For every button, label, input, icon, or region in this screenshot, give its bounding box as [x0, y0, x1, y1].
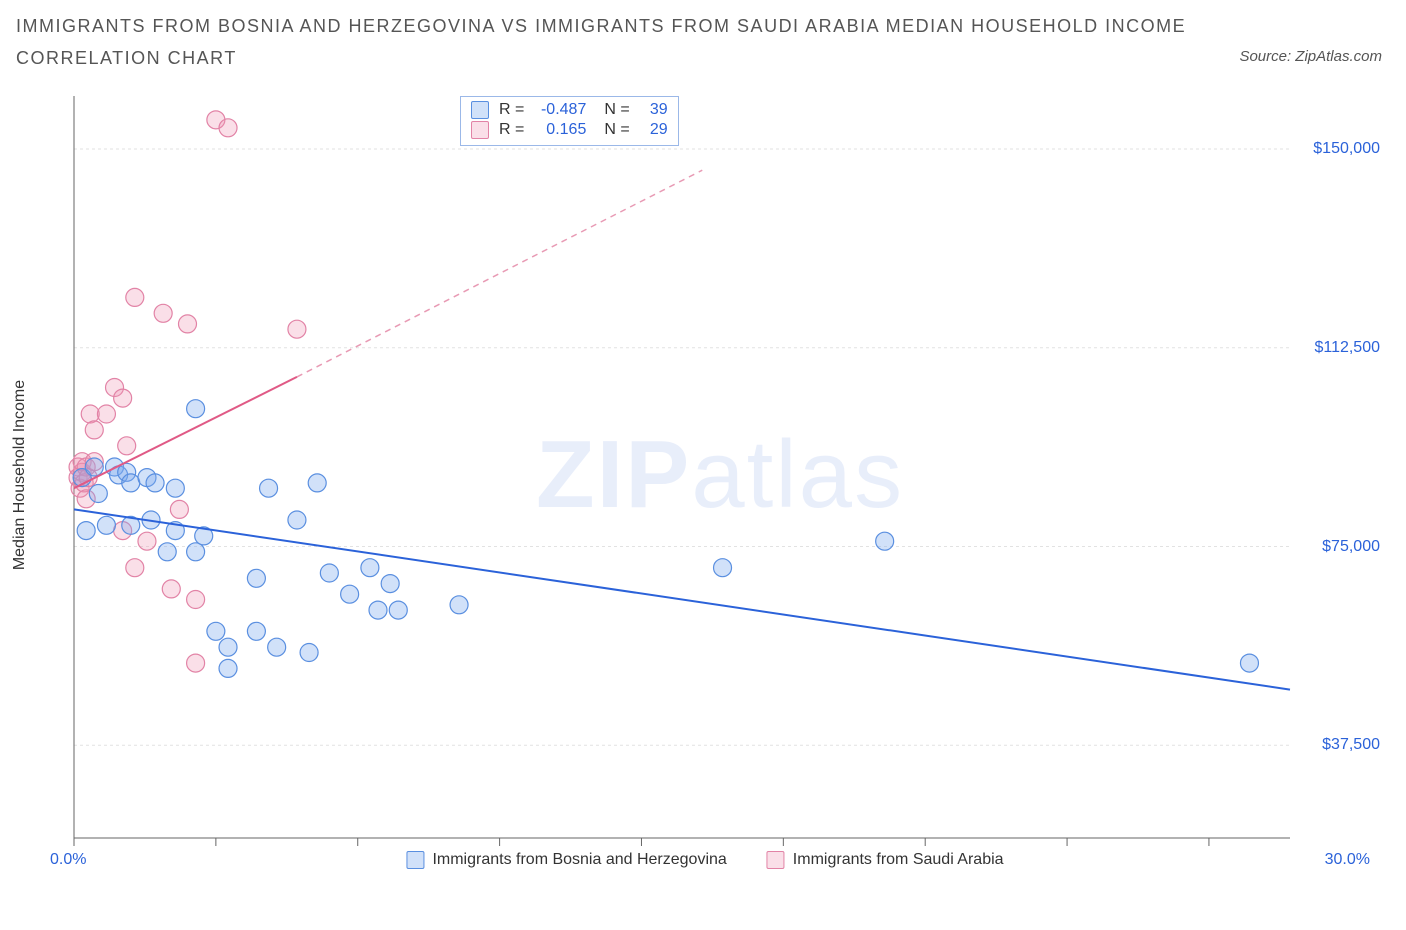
source-label: Source: ZipAtlas.com — [1239, 48, 1382, 65]
stat-legend-row: R =0.165N =29 — [471, 121, 668, 139]
legend-item: Immigrants from Saudi Arabia — [767, 851, 1004, 869]
x-axis-min-label: 0.0% — [50, 851, 86, 869]
plot-area: ZIPatlas $37,500$75,000$112,500$150,000 … — [60, 90, 1380, 860]
chart-title-line1: IMMIGRANTS FROM BOSNIA AND HERZEGOVINA V… — [16, 10, 1226, 42]
legend-item: Immigrants from Bosnia and Herzegovina — [406, 851, 726, 869]
y-tick-label: $112,500 — [1314, 339, 1380, 357]
y-tick-label: $75,000 — [1322, 538, 1380, 556]
stat-legend: R =-0.487N =39 R =0.165N =29 — [460, 96, 679, 146]
x-axis-max-label: 30.0% — [1325, 851, 1370, 869]
series-legend: Immigrants from Bosnia and Herzegovina Im… — [406, 851, 1003, 869]
stat-legend-row: R =-0.487N =39 — [471, 101, 668, 119]
x-axis-row: 0.0% Immigrants from Bosnia and Herzegov… — [30, 840, 1380, 880]
chart-title-line2: CORRELATION CHART — [16, 42, 1226, 74]
y-tick-label: $150,000 — [1313, 140, 1380, 158]
y-axis-label: Median Household Income — [11, 380, 29, 570]
y-tick-label: $37,500 — [1322, 736, 1380, 754]
correlation-chart: Median Household Income ZIPatlas $37,500… — [30, 90, 1380, 860]
